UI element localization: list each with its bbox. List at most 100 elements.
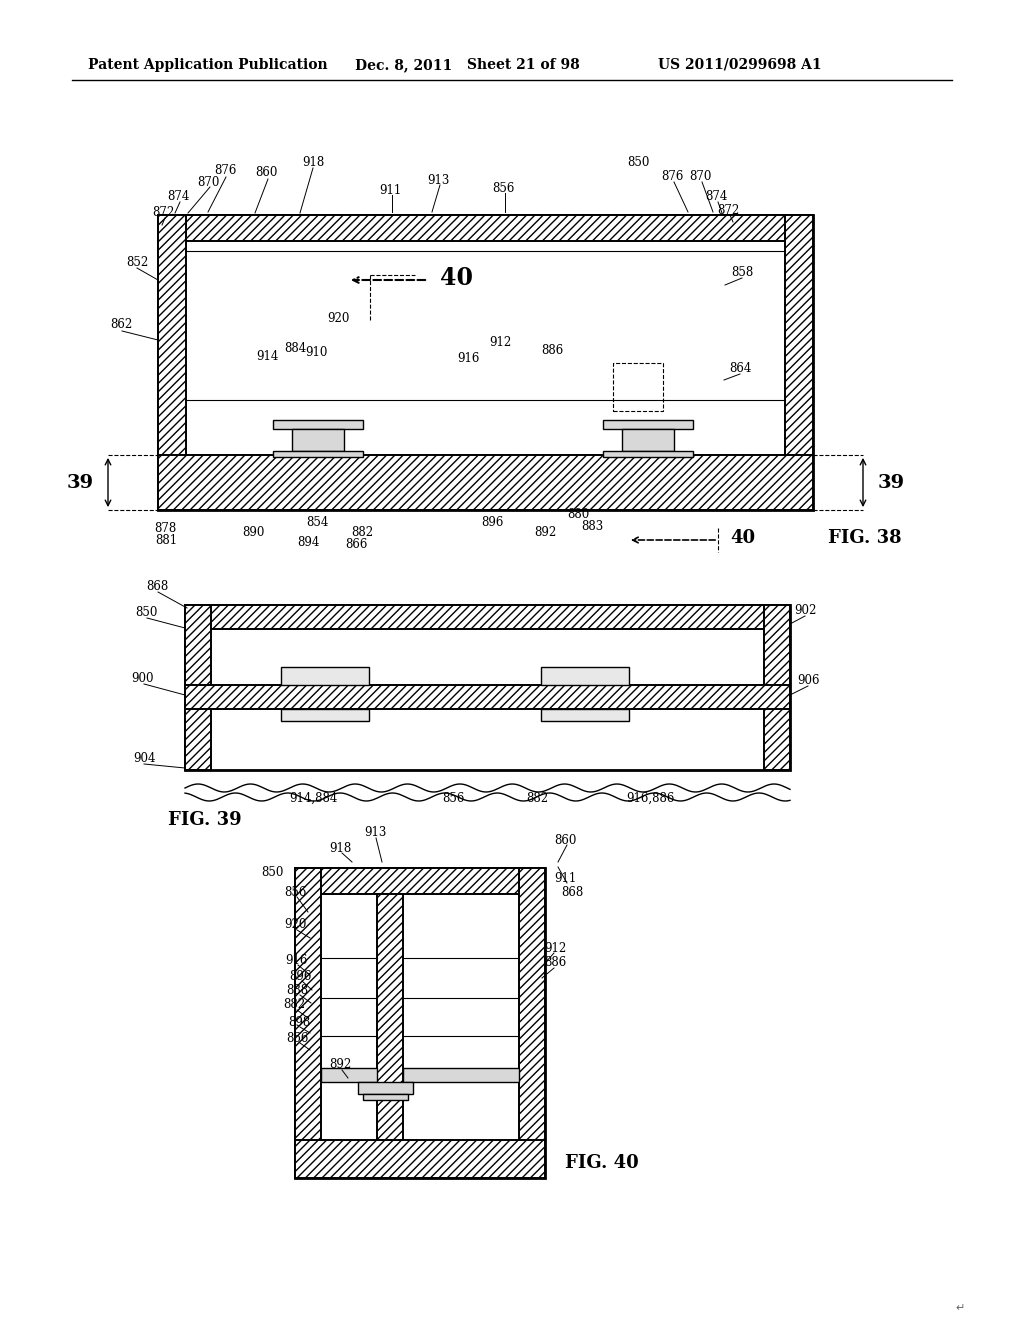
Text: 872: 872 <box>717 203 739 216</box>
Text: 850: 850 <box>627 157 649 169</box>
Text: 883: 883 <box>581 520 603 533</box>
Bar <box>785 215 813 510</box>
Text: 920: 920 <box>327 312 349 325</box>
Text: Dec. 8, 2011: Dec. 8, 2011 <box>355 58 453 73</box>
Text: 886: 886 <box>541 343 563 356</box>
Text: 914: 914 <box>256 351 279 363</box>
Text: 856: 856 <box>492 181 514 194</box>
Text: 916: 916 <box>285 953 307 966</box>
Text: 896: 896 <box>289 969 311 982</box>
Text: 878: 878 <box>154 521 176 535</box>
Text: 914,884: 914,884 <box>289 792 337 804</box>
Text: Patent Application Publication: Patent Application Publication <box>88 58 328 73</box>
Text: 912: 912 <box>544 941 566 954</box>
Text: 884: 884 <box>284 342 306 355</box>
Text: 854: 854 <box>306 516 328 529</box>
Text: 868: 868 <box>145 581 168 594</box>
Text: 916,886: 916,886 <box>626 792 674 804</box>
Text: 866: 866 <box>286 1031 308 1044</box>
Text: 918: 918 <box>329 842 351 854</box>
Text: 898: 898 <box>288 1015 310 1028</box>
Text: 882: 882 <box>283 998 305 1011</box>
Bar <box>541 667 629 685</box>
Bar <box>185 605 790 630</box>
Text: 856: 856 <box>284 886 306 899</box>
Bar <box>158 215 186 510</box>
Bar <box>281 709 369 721</box>
Text: 876: 876 <box>214 164 237 177</box>
Text: 888: 888 <box>286 983 308 997</box>
Text: 920: 920 <box>284 919 306 932</box>
Text: 896: 896 <box>481 516 503 529</box>
Text: FIG. 39: FIG. 39 <box>168 810 242 829</box>
Text: 886: 886 <box>544 957 566 969</box>
Text: 850: 850 <box>135 606 158 619</box>
Text: US 2011/0299698 A1: US 2011/0299698 A1 <box>658 58 821 73</box>
Text: ↵: ↵ <box>955 1303 965 1313</box>
Text: 868: 868 <box>561 886 583 899</box>
Bar <box>603 451 693 457</box>
Bar <box>764 605 790 770</box>
Bar <box>295 869 545 894</box>
Text: 862: 862 <box>110 318 132 331</box>
Text: 874: 874 <box>705 190 727 203</box>
Text: 880: 880 <box>567 508 589 521</box>
Bar <box>295 869 321 1177</box>
Bar <box>358 1082 413 1094</box>
Text: 910: 910 <box>305 346 328 359</box>
Bar <box>321 1068 377 1082</box>
Text: 912: 912 <box>488 337 511 350</box>
Bar <box>519 869 545 1177</box>
Bar <box>185 605 790 770</box>
Bar <box>158 215 813 510</box>
Bar <box>185 685 790 709</box>
Text: 894: 894 <box>297 536 319 549</box>
Text: 890: 890 <box>242 527 264 540</box>
Bar <box>295 869 545 1177</box>
Text: 881: 881 <box>155 533 177 546</box>
Text: 882: 882 <box>351 527 373 540</box>
Bar <box>362 1094 408 1100</box>
Text: 864: 864 <box>729 362 752 375</box>
Text: 904: 904 <box>133 751 156 764</box>
Text: 856: 856 <box>441 792 464 804</box>
Text: 39: 39 <box>878 474 904 491</box>
Text: 900: 900 <box>132 672 155 685</box>
Bar <box>273 451 362 457</box>
Bar <box>403 1068 519 1082</box>
Bar <box>377 894 403 1140</box>
Bar <box>158 215 813 242</box>
Text: 916: 916 <box>457 351 479 364</box>
Text: 870: 870 <box>197 176 219 189</box>
Bar <box>292 429 344 451</box>
Bar <box>273 420 362 429</box>
Text: 39: 39 <box>67 474 93 491</box>
Text: Sheet 21 of 98: Sheet 21 of 98 <box>467 58 580 73</box>
Text: 876: 876 <box>660 169 683 182</box>
Bar <box>622 429 674 451</box>
Text: 860: 860 <box>255 166 278 180</box>
Text: FIG. 38: FIG. 38 <box>828 529 901 546</box>
Bar <box>613 363 663 411</box>
Text: 870: 870 <box>689 169 712 182</box>
Text: 892: 892 <box>329 1059 351 1072</box>
Bar <box>158 455 813 510</box>
Text: 906: 906 <box>797 673 819 686</box>
Text: 911: 911 <box>554 871 577 884</box>
Text: FIG. 40: FIG. 40 <box>565 1154 639 1172</box>
Text: 902: 902 <box>794 605 816 618</box>
Text: 913: 913 <box>427 173 450 186</box>
Text: 866: 866 <box>345 537 368 550</box>
Text: 913: 913 <box>364 826 386 840</box>
Text: 852: 852 <box>126 256 148 268</box>
Text: 40: 40 <box>440 267 473 290</box>
Text: 882: 882 <box>526 792 548 804</box>
Text: 874: 874 <box>167 190 189 203</box>
Text: 911: 911 <box>379 183 401 197</box>
Text: 40: 40 <box>730 529 755 546</box>
Bar <box>541 709 629 721</box>
Bar <box>185 605 211 770</box>
Text: 918: 918 <box>302 156 325 169</box>
Bar <box>295 1140 545 1177</box>
Text: 872: 872 <box>152 206 174 219</box>
